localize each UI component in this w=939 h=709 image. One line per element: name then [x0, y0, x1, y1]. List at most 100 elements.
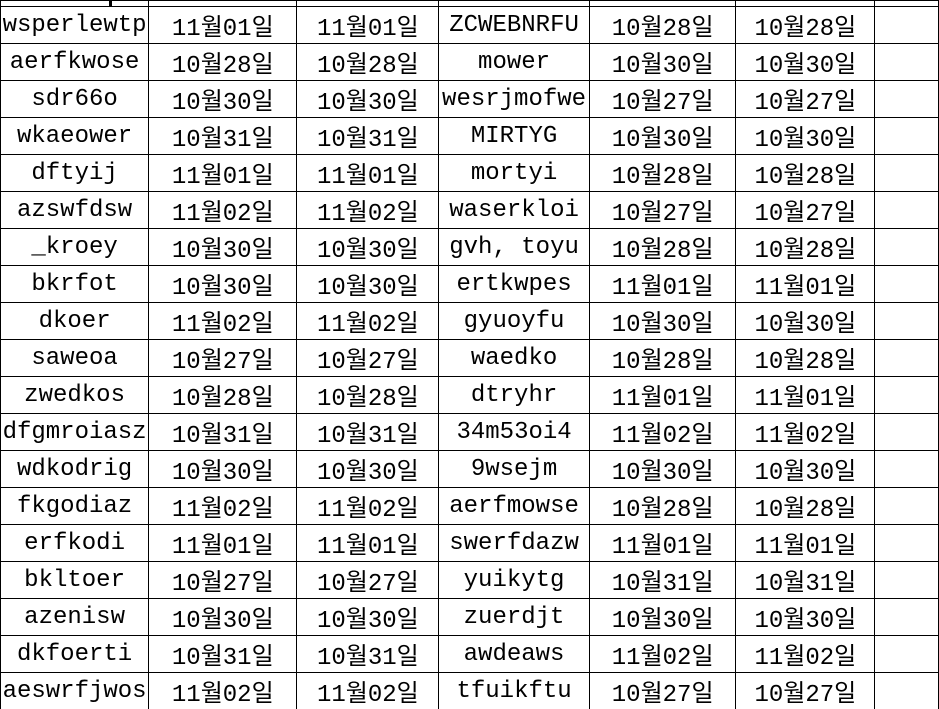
cell-name-a[interactable]: sdr66o — [0, 80, 150, 118]
cell-date-a1[interactable]: 10월31일 — [148, 635, 298, 673]
cell-date-a2[interactable]: 10월31일 — [296, 635, 440, 673]
cell-name-a[interactable]: saweoa — [0, 339, 150, 377]
cell-date-a1[interactable]: 10월31일 — [148, 413, 298, 451]
cell-date-b2[interactable]: 11월01일 — [735, 524, 876, 562]
cell-date-b1[interactable]: 11월01일 — [588, 524, 737, 562]
cell-name-a[interactable]: dkoer — [0, 302, 150, 340]
cell-date-b1[interactable]: 10월28일 — [588, 487, 737, 525]
cell-date-b1[interactable]: 11월01일 — [588, 376, 737, 414]
cell-name-a[interactable]: fkgodiaz — [0, 487, 150, 525]
cell-date-a1[interactable]: 11월01일 — [148, 154, 298, 192]
cell-date-b1[interactable]: 10월28일 — [588, 228, 737, 266]
cell-date-a2[interactable]: 10월30일 — [296, 80, 440, 118]
cell-date-b2[interactable]: 10월31일 — [735, 561, 876, 599]
cell-date-a2[interactable]: 10월30일 — [296, 450, 440, 488]
cell-date-a2[interactable]: 11월02일 — [296, 191, 440, 229]
cell-name-a[interactable]: bkrfot — [0, 265, 150, 303]
cell-name-b[interactable]: awdeaws — [438, 635, 590, 673]
cell-name-a[interactable]: erfkodi — [0, 524, 150, 562]
cell-date-b2[interactable]: 11월01일 — [735, 376, 876, 414]
cell-date-b1[interactable]: 10월28일 — [588, 6, 737, 44]
cell-date-b1[interactable]: 10월30일 — [588, 117, 737, 155]
cell-name-b[interactable]: 34m53oi4 — [438, 413, 590, 451]
cell-date-a1[interactable]: 10월30일 — [148, 265, 298, 303]
cell-date-b1[interactable]: 11월02일 — [588, 635, 737, 673]
cell-name-b[interactable]: gyuoyfu — [438, 302, 590, 340]
cell-date-a1[interactable]: 11월02일 — [148, 191, 298, 229]
cell-date-a1[interactable]: 10월30일 — [148, 598, 298, 636]
cell-date-a2[interactable]: 11월01일 — [296, 6, 440, 44]
cell-name-a[interactable]: _kroey — [0, 228, 150, 266]
cell-date-a1[interactable]: 10월30일 — [148, 80, 298, 118]
cell-date-b1[interactable]: 10월27일 — [588, 191, 737, 229]
cell-date-b2[interactable]: 10월27일 — [735, 672, 876, 709]
cell-date-a2[interactable]: 10월28일 — [296, 43, 440, 81]
cell-date-a1[interactable]: 11월01일 — [148, 6, 298, 44]
cell-name-b[interactable]: mower — [438, 43, 590, 81]
cell-name-b[interactable]: 9wsejm — [438, 450, 590, 488]
cell-date-a2[interactable]: 10월27일 — [296, 561, 440, 599]
cell-date-a2[interactable]: 10월30일 — [296, 228, 440, 266]
cell-date-b2[interactable]: 10월28일 — [735, 487, 876, 525]
cell-date-a2[interactable]: 10월30일 — [296, 598, 440, 636]
cell-date-b1[interactable]: 10월30일 — [588, 450, 737, 488]
cell-date-b1[interactable]: 10월30일 — [588, 598, 737, 636]
cell-date-b2[interactable]: 10월30일 — [735, 43, 876, 81]
cell-date-a1[interactable]: 10월31일 — [148, 117, 298, 155]
cell-name-a[interactable]: dfgmroiasz — [0, 413, 150, 451]
cell-name-b[interactable]: MIRTYG — [438, 117, 590, 155]
cell-name-b[interactable]: zuerdjt — [438, 598, 590, 636]
cell-name-a[interactable]: wkaeower — [0, 117, 150, 155]
cell-date-b1[interactable]: 11월01일 — [588, 265, 737, 303]
cell-name-b[interactable]: tfuikftu — [438, 672, 590, 709]
cell-name-b[interactable]: waserkloi — [438, 191, 590, 229]
cell-name-b[interactable]: mortyi — [438, 154, 590, 192]
cell-date-b1[interactable]: 10월31일 — [588, 561, 737, 599]
cell-name-a[interactable]: dftyij — [0, 154, 150, 192]
cell-name-a[interactable]: aeswrfjwos — [0, 672, 150, 709]
cell-date-b1[interactable]: 10월30일 — [588, 43, 737, 81]
cell-date-b2[interactable]: 10월30일 — [735, 117, 876, 155]
cell-date-a2[interactable]: 10월30일 — [296, 265, 440, 303]
cell-date-a1[interactable]: 10월30일 — [148, 450, 298, 488]
cell-name-a[interactable]: aerfkwose — [0, 43, 150, 81]
cell-name-b[interactable]: ertkwpes — [438, 265, 590, 303]
cell-name-b[interactable]: swerfdazw — [438, 524, 590, 562]
cell-date-b1[interactable]: 10월30일 — [588, 302, 737, 340]
cell-date-b2[interactable]: 10월30일 — [735, 302, 876, 340]
cell-date-b2[interactable]: 10월28일 — [735, 228, 876, 266]
cell-date-a1[interactable]: 11월02일 — [148, 302, 298, 340]
cell-name-a[interactable]: wsperlewtp — [0, 6, 150, 44]
cell-date-a1[interactable]: 10월28일 — [148, 43, 298, 81]
cell-date-b1[interactable]: 10월27일 — [588, 80, 737, 118]
cell-date-a1[interactable]: 11월02일 — [148, 672, 298, 709]
cell-date-a1[interactable]: 10월27일 — [148, 339, 298, 377]
cell-name-a[interactable]: azenisw — [0, 598, 150, 636]
cell-date-a2[interactable]: 11월01일 — [296, 524, 440, 562]
cell-date-b2[interactable]: 11월02일 — [735, 413, 876, 451]
cell-name-b[interactable]: aerfmowse — [438, 487, 590, 525]
cell-name-b[interactable]: ZCWEBNRFU — [438, 6, 590, 44]
cell-date-b2[interactable]: 11월01일 — [735, 265, 876, 303]
cell-date-a2[interactable]: 11월02일 — [296, 302, 440, 340]
cell-date-a2[interactable]: 10월28일 — [296, 376, 440, 414]
cell-date-b1[interactable]: 10월28일 — [588, 154, 737, 192]
cell-name-b[interactable]: yuikytg — [438, 561, 590, 599]
cell-date-a2[interactable]: 10월31일 — [296, 413, 440, 451]
cell-date-a2[interactable]: 10월31일 — [296, 117, 440, 155]
cell-date-a1[interactable]: 10월27일 — [148, 561, 298, 599]
cell-date-a2[interactable]: 11월02일 — [296, 487, 440, 525]
cell-name-b[interactable]: wesrjmofwe — [438, 80, 590, 118]
cell-name-a[interactable]: dkfoerti — [0, 635, 150, 673]
cell-date-b2[interactable]: 11월02일 — [735, 635, 876, 673]
cell-date-a2[interactable]: 11월01일 — [296, 154, 440, 192]
cell-date-b2[interactable]: 10월28일 — [735, 6, 876, 44]
cell-date-a2[interactable]: 11월02일 — [296, 672, 440, 709]
cell-name-a[interactable]: zwedkos — [0, 376, 150, 414]
cell-name-b[interactable]: waedko — [438, 339, 590, 377]
cell-date-b2[interactable]: 10월27일 — [735, 191, 876, 229]
cell-name-a[interactable]: bkltoer — [0, 561, 150, 599]
cell-date-b1[interactable]: 10월27일 — [588, 672, 737, 709]
cell-name-a[interactable]: azswfdsw — [0, 191, 150, 229]
cell-date-b2[interactable]: 10월30일 — [735, 598, 876, 636]
